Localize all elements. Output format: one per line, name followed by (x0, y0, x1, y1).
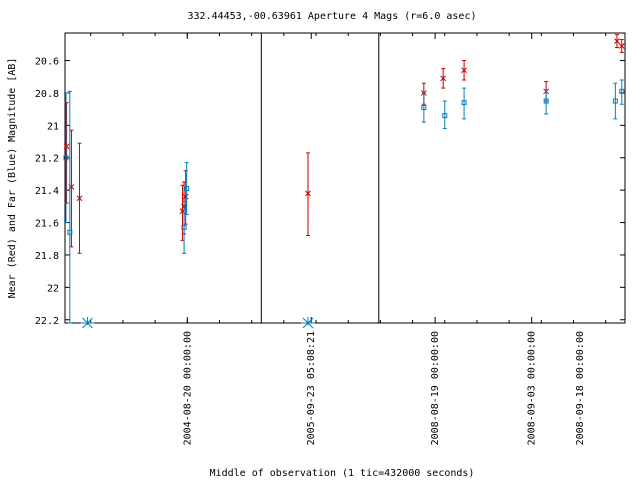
x-tick-label: 2008-09-03 00:00:00 (527, 331, 538, 445)
series-0 (63, 34, 625, 254)
series-1 (63, 79, 625, 329)
data-point (618, 43, 625, 49)
y-tick-label: 21.6 (35, 219, 59, 230)
data-point (612, 98, 618, 104)
data-point (63, 155, 69, 161)
data-point (182, 193, 189, 200)
data-point (421, 105, 427, 111)
limit-marker (300, 317, 315, 329)
data-point (614, 38, 620, 44)
data-point (619, 88, 625, 94)
x-axis-label: Middle of observation (1 tic=432000 seco… (210, 468, 475, 479)
y-tick-label: 22 (47, 283, 59, 294)
data-point (440, 75, 447, 82)
data-point (76, 195, 83, 202)
x-tick-label: 2005-09-23 05:08:21 (306, 331, 317, 445)
y-tick-label: 21.4 (35, 186, 59, 197)
x-tick-label: 2004-08-20 00:00:00 (182, 331, 193, 445)
y-tick-label: 21 (47, 121, 59, 132)
data-point (67, 229, 73, 235)
data-point (461, 67, 467, 74)
plot-frame (64, 32, 626, 324)
y-axis-label: Near (Red) and Far (Blue) Magnitude [AB] (7, 58, 18, 299)
data-point (543, 98, 549, 104)
series-layer (63, 34, 625, 329)
data-point (442, 113, 448, 119)
data-point (181, 224, 187, 230)
y-tick-label: 20.8 (35, 89, 59, 100)
data-point (461, 100, 467, 106)
data-point (305, 190, 311, 197)
x-tick-label: 2008-08-19 00:00:00 (430, 331, 441, 445)
y-axis-ticks: 20.6 20.8 21 21.2 21.4 21.6 21.8 22 22.2 (35, 57, 625, 327)
y-tick-label: 20.6 (35, 57, 59, 68)
x-axis-ticks: 2004-08-20 00:00:00 2005-09-23 05:08:21 20… (90, 33, 607, 445)
x-tick-label: 2008-09-18 00:00:00 (575, 331, 586, 445)
data-point (184, 186, 190, 192)
y-tick-label: 21.2 (35, 154, 59, 165)
panel-dividers (260, 33, 380, 323)
data-point (63, 143, 70, 150)
y-tick-label: 21.8 (35, 251, 59, 262)
chart-title: 332.44453,-00.63961 Aperture 4 Mags (r=6… (188, 11, 477, 22)
limit-marker (80, 317, 95, 329)
y-tick-label: 22.2 (35, 316, 59, 327)
